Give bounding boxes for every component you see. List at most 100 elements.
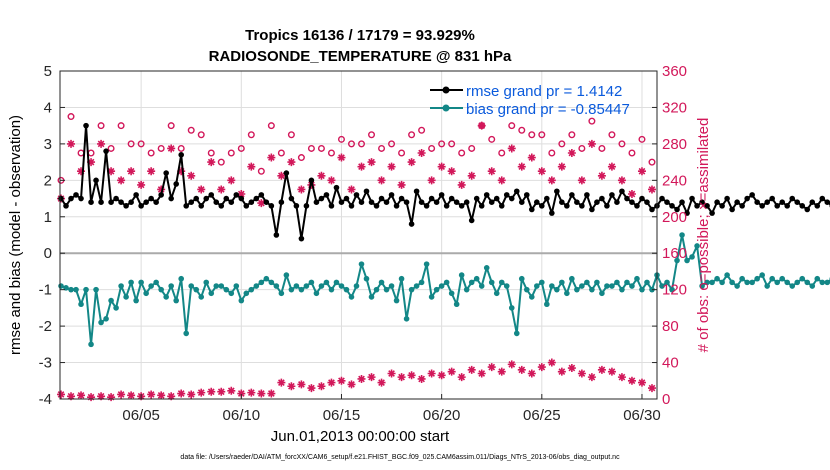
- rmse-point: [143, 199, 149, 205]
- rmse-point: [303, 203, 310, 209]
- rmse-point: [438, 192, 445, 198]
- rmse-point: [93, 177, 99, 184]
- bias-point: [183, 330, 190, 337]
- bias-point: [333, 279, 340, 286]
- bias-point: [604, 283, 610, 289]
- y-right-tick-label: 120: [662, 282, 687, 299]
- bias-point: [533, 283, 540, 289]
- rmse-point: [508, 195, 515, 202]
- rmse-point: [784, 203, 791, 209]
- low-count-marker: [367, 373, 376, 382]
- possible-count-marker: [247, 131, 255, 139]
- bias-point: [508, 305, 515, 311]
- bias-point: [473, 275, 480, 282]
- bias-point: [228, 290, 235, 297]
- bias-series: [58, 232, 830, 348]
- rmse-point: [368, 199, 375, 205]
- rmse-point: [614, 199, 620, 205]
- rmse-point: [253, 195, 260, 202]
- bias-point: [58, 283, 64, 289]
- low-count-marker: [477, 369, 486, 378]
- y-tick-label: -3: [39, 355, 52, 372]
- bias-point: [709, 279, 715, 286]
- rmse-point: [779, 199, 786, 205]
- bias-point: [173, 297, 179, 304]
- assimilated-count-marker: [197, 185, 206, 194]
- bias-point: [744, 279, 750, 286]
- low-count-marker: [517, 365, 526, 374]
- bias-point: [664, 279, 670, 286]
- rmse-point: [358, 199, 365, 205]
- rmse-point: [559, 199, 565, 205]
- rmse-point: [88, 199, 94, 205]
- bias-point: [253, 283, 260, 289]
- x-tick-label: 06/05: [122, 407, 160, 424]
- bias-point: [238, 297, 245, 304]
- low-count-marker: [577, 369, 586, 378]
- bias-point: [328, 286, 335, 293]
- possible-count-marker: [97, 122, 105, 130]
- bias-point: [413, 283, 420, 289]
- bias-point: [248, 286, 255, 293]
- bias-point: [774, 279, 781, 286]
- low-count-marker: [217, 387, 226, 396]
- rmse-point: [724, 195, 730, 202]
- rmse-point: [453, 199, 460, 205]
- rmse-point: [644, 199, 650, 205]
- bias-point: [483, 265, 490, 271]
- bias-point: [93, 286, 99, 293]
- assimilated-count-marker: [227, 176, 236, 185]
- rmse-point: [664, 199, 670, 205]
- rmse-point: [393, 203, 400, 209]
- rmse-point: [98, 199, 104, 205]
- assimilated-count-marker: [627, 190, 636, 198]
- possible-count-marker: [137, 140, 145, 148]
- bias-point: [518, 275, 525, 282]
- bias-point: [584, 279, 590, 286]
- low-count-marker: [467, 365, 476, 374]
- bias-point: [804, 279, 811, 286]
- rmse-point: [574, 199, 580, 205]
- low-count-marker: [357, 374, 366, 383]
- rmse-point: [594, 199, 600, 205]
- rmse-point: [709, 210, 715, 216]
- bias-point: [513, 330, 520, 337]
- rmse-series: [58, 122, 830, 242]
- assimilated-count-marker: [257, 199, 266, 208]
- possible-count-marker: [187, 126, 195, 134]
- possible-count-marker: [127, 140, 135, 148]
- rmse-point: [458, 203, 465, 209]
- assimilated-count-marker: [407, 158, 416, 167]
- rmse-point: [549, 210, 555, 216]
- rmse-point: [233, 192, 240, 198]
- low-count-marker: [537, 363, 546, 372]
- possible-count-marker: [408, 131, 416, 139]
- assimilated-count-marker: [527, 153, 536, 162]
- bias-point: [749, 279, 755, 286]
- assimilated-count-marker: [457, 180, 466, 189]
- bias-point: [814, 275, 821, 282]
- y-tick-label: 2: [44, 172, 52, 189]
- rmse-point: [218, 203, 225, 209]
- rmse-point: [243, 203, 250, 209]
- rmse-point: [579, 203, 585, 209]
- assimilated-count-marker: [437, 162, 446, 171]
- rmse-point: [533, 199, 540, 205]
- bias-point: [98, 319, 104, 326]
- low-count-marker: [57, 390, 66, 399]
- bias-point: [408, 286, 415, 293]
- rmse-point: [518, 199, 525, 205]
- rmse-point: [323, 192, 330, 198]
- y-right-tick-label: 0: [662, 391, 670, 408]
- rmse-point: [814, 203, 821, 209]
- possible-count-marker: [257, 167, 265, 175]
- low-count-marker: [237, 389, 246, 398]
- assimilated-count-marker: [157, 185, 166, 194]
- rmse-point: [178, 152, 185, 158]
- assimilated-count-marker: [237, 190, 246, 198]
- bias-point: [784, 279, 791, 286]
- rmse-point: [754, 199, 760, 205]
- rmse-point: [313, 199, 320, 205]
- low-count-marker: [197, 388, 206, 397]
- bias-point: [273, 283, 280, 289]
